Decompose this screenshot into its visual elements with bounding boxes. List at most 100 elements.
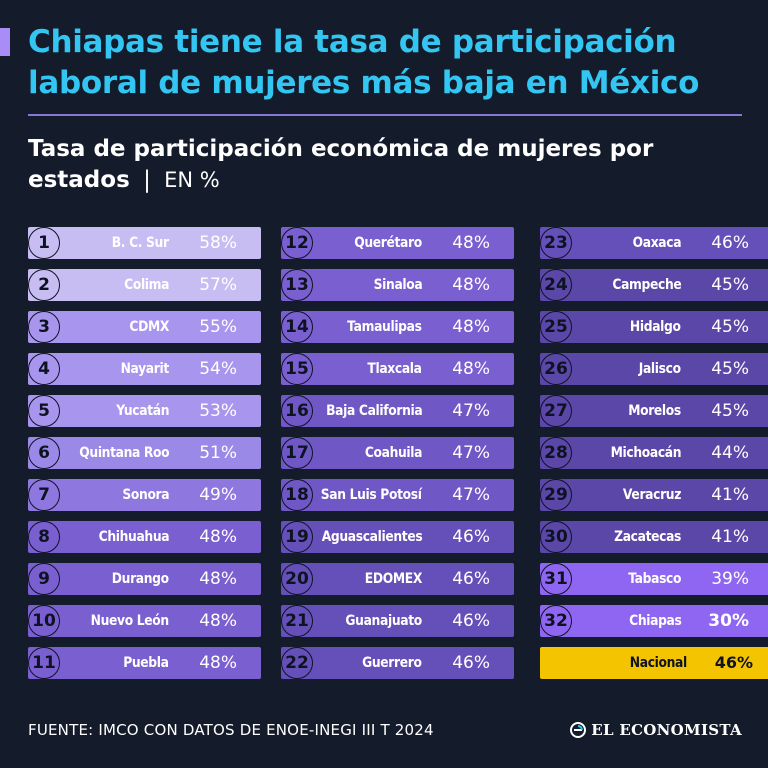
state-name: Zacatecas [614, 529, 681, 545]
state-ranking-table: 1 B. C. Sur 58% 2 Colima 57% 3 CDMX 55% 4 Nayarit 5… [28, 227, 768, 679]
state-value: 45% [711, 401, 749, 421]
state-name: Querétaro [354, 235, 422, 251]
state-value: 48% [452, 317, 490, 337]
headline: Chiapas tiene la tasa de participación l… [28, 24, 700, 101]
state-value: 53% [199, 401, 237, 421]
state-row: 16 Baja California 47% [281, 395, 514, 427]
state-value: 48% [452, 233, 490, 253]
state-name: Guerrero [362, 655, 423, 671]
state-row: 26 Jalisco 45% [540, 353, 768, 385]
state-value: 46% [452, 653, 490, 673]
state-value: 41% [711, 527, 749, 547]
subtitle-unit: EN % [164, 168, 220, 192]
state-value: 46% [452, 569, 490, 589]
state-name: Veracruz [622, 487, 681, 503]
state-value: 55% [199, 317, 237, 337]
state-value: 48% [199, 569, 237, 589]
state-row: 32 Chiapas 30% [540, 605, 768, 637]
state-row: 3 CDMX 55% [28, 311, 261, 343]
state-value: 39% [711, 569, 749, 589]
state-row: 10 Nuevo León 48% [28, 605, 261, 637]
state-value: 49% [199, 485, 237, 505]
state-name: Quintana Roo [78, 445, 169, 461]
rank-number: 23 [540, 227, 572, 259]
state-row: 31 Tabasco 39% [540, 563, 768, 595]
rank-number: 25 [540, 311, 572, 343]
state-row: 29 Veracruz 41% [540, 479, 768, 511]
state-name: Yucatán [116, 403, 169, 419]
rank-number: 5 [28, 395, 60, 427]
state-row: 5 Yucatán 53% [28, 395, 261, 427]
accent-bar [0, 28, 10, 56]
state-name: Puebla [123, 655, 170, 671]
state-row: 27 Morelos 45% [540, 395, 768, 427]
state-value: 47% [452, 443, 490, 463]
state-name: Durango [112, 571, 169, 587]
rank-number: 10 [28, 605, 60, 637]
state-value: 48% [452, 359, 490, 379]
title-divider [28, 114, 742, 116]
state-row: 9 Durango 48% [28, 563, 261, 595]
state-row: 23 Oaxaca 46% [540, 227, 768, 259]
state-name: Coahuila [364, 445, 423, 461]
rank-number: 28 [540, 437, 572, 469]
state-row: 24 Campeche 45% [540, 269, 768, 301]
state-name: Hidalgo [630, 319, 681, 335]
state-name: Tlaxcala [367, 361, 423, 377]
state-value: 48% [452, 275, 490, 295]
state-name: Nacional [629, 655, 687, 671]
state-value: 45% [711, 317, 749, 337]
national-average-row: Nacional 46% [540, 647, 768, 679]
state-row: 4 Nayarit 54% [28, 353, 261, 385]
rank-number: 21 [281, 605, 313, 637]
state-row: 18 San Luis Potosí 47% [281, 479, 514, 511]
rank-number: 30 [540, 521, 572, 553]
rank-number: 20 [281, 563, 313, 595]
rank-number: 12 [281, 227, 313, 259]
subtitle: Tasa de participación económica de mujer… [28, 134, 748, 196]
state-name: Tamaulipas [347, 319, 423, 335]
state-value: 48% [199, 611, 237, 631]
state-row: 8 Chihuahua 48% [28, 521, 261, 553]
rank-number: 29 [540, 479, 572, 511]
rank-number: 24 [540, 269, 572, 301]
rank-number: 2 [28, 269, 60, 301]
state-row: 11 Puebla 48% [28, 647, 261, 679]
rank-number: 1 [28, 227, 60, 259]
state-name: CDMX [129, 319, 169, 335]
rank-number: 8 [28, 521, 60, 553]
state-name: Chihuahua [98, 529, 169, 545]
state-name: Oaxaca [632, 235, 681, 251]
state-value: 41% [711, 485, 749, 505]
rank-number: 6 [28, 437, 60, 469]
state-row: 2 Colima 57% [28, 269, 261, 301]
rank-number: 13 [281, 269, 313, 301]
state-value: 45% [711, 359, 749, 379]
state-row: 20 EDOMEX 46% [281, 563, 514, 595]
state-row: 6 Quintana Roo 51% [28, 437, 261, 469]
state-name: EDOMEX [364, 571, 423, 587]
rank-number: 22 [281, 647, 313, 679]
state-value: 57% [199, 275, 237, 295]
state-name: Tabasco [628, 571, 681, 587]
rank-number: 14 [281, 311, 313, 343]
state-row: 17 Coahuila 47% [281, 437, 514, 469]
rank-number: 31 [540, 563, 572, 595]
rank-number: 27 [540, 395, 572, 427]
state-value: 47% [452, 401, 490, 421]
source-note: FUENTE: IMCO CON DATOS DE ENOE-INEGI III… [28, 721, 434, 739]
state-name: Sonora [122, 487, 169, 503]
rank-number: 18 [281, 479, 313, 511]
state-row: 1 B. C. Sur 58% [28, 227, 261, 259]
state-value: 48% [199, 527, 237, 547]
state-value: 46% [452, 611, 490, 631]
rank-number: 3 [28, 311, 60, 343]
state-value: 45% [711, 275, 749, 295]
rank-number: 7 [28, 479, 60, 511]
rank-number: 16 [281, 395, 313, 427]
state-name: Aguascalientes [321, 529, 422, 545]
state-row: 25 Hidalgo 45% [540, 311, 768, 343]
state-value: 51% [199, 443, 237, 463]
rank-number: 4 [28, 353, 60, 385]
state-value: 54% [199, 359, 237, 379]
